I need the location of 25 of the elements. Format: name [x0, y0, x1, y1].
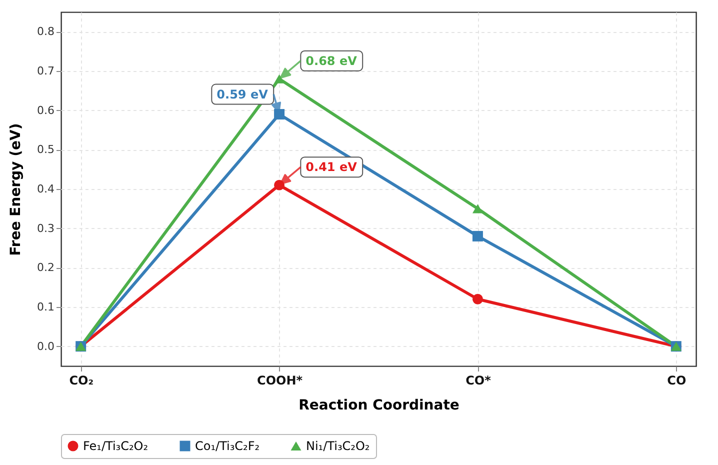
y-tick-label: 0.8 [37, 25, 54, 38]
legend-label: Ni₁/Ti₃C₂O₂ [306, 439, 370, 453]
x-axis-title: Reaction Coordinate [298, 398, 460, 414]
x-tick-label: CO [667, 374, 686, 388]
legend-label: Co₁/Ti₃C₂F₂ [195, 439, 260, 453]
y-tick-label: 0.3 [37, 222, 54, 235]
y-tick-label: 0.6 [37, 104, 54, 117]
y-tick-label: 0.5 [37, 143, 54, 156]
y-tick-label: 0.7 [37, 64, 54, 78]
annotation: 0.68 eV [306, 54, 358, 68]
y-tick-label: 0.1 [37, 300, 54, 314]
y-tick-label: 0.0 [37, 340, 54, 353]
y-axis-title: Free Energy (eV) [8, 123, 24, 256]
x-tick-label: COOH* [257, 374, 304, 388]
y-tick-label: 0.2 [37, 261, 54, 274]
point [274, 74, 285, 84]
x-tick-label: CO* [466, 374, 492, 388]
point [472, 204, 483, 214]
x-tick-label: CO₂ [69, 374, 94, 388]
point [472, 230, 483, 242]
annotation: 0.41 eV [306, 160, 358, 174]
annotation: 0.59 eV [216, 87, 269, 102]
point [472, 294, 483, 304]
y-tick-label: 0.4 [37, 182, 54, 196]
legend-label: Fe₁/Ti₃C₂O₂ [83, 439, 148, 453]
